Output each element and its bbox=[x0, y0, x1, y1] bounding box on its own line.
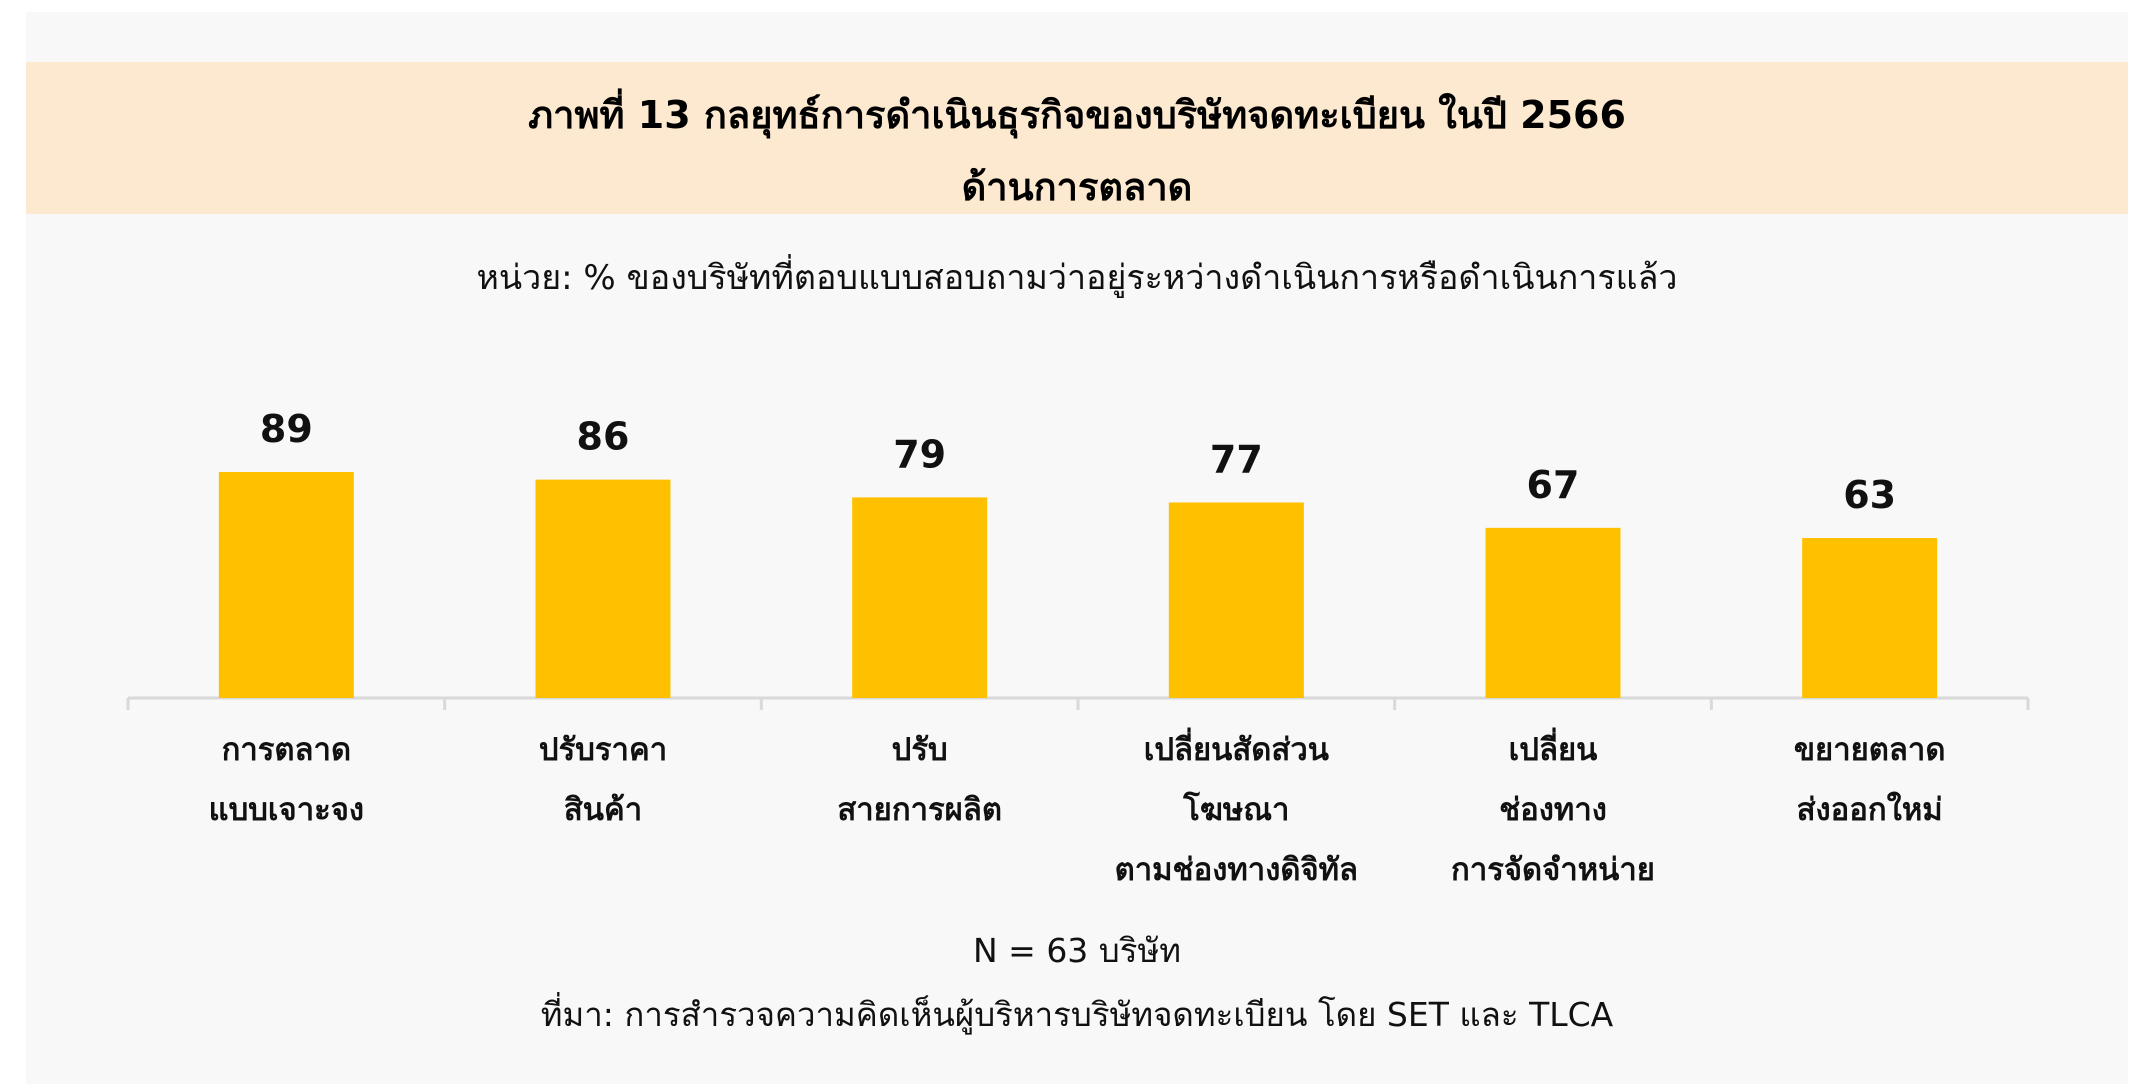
category-label: ช่องทาง bbox=[1499, 792, 1607, 828]
title-band: ภาพที่ 13 กลยุทธ์การดำเนินธุรกิจของบริษั… bbox=[26, 62, 2128, 214]
category-label: การตลาด bbox=[222, 732, 352, 768]
category-label: สายการผลิต bbox=[837, 792, 1002, 828]
category-label: ส่งออกใหม่ bbox=[1797, 791, 1943, 828]
bar-value-label: 67 bbox=[1527, 463, 1580, 507]
category-label: สินค้า bbox=[564, 792, 642, 828]
chart-subtitle: หน่วย: % ของบริษัทที่ตอบแบบสอบถามว่าอยู่… bbox=[476, 258, 1678, 298]
bar-value-label: 89 bbox=[260, 407, 313, 451]
bar-value-label: 77 bbox=[1210, 437, 1263, 481]
category-label: ปรับ bbox=[892, 732, 948, 768]
bar-value-label: 79 bbox=[893, 432, 946, 476]
chart-title-line-2: ด้านการตลาด bbox=[961, 165, 1193, 209]
bar bbox=[852, 497, 988, 698]
category-label: แบบเจาะจง bbox=[209, 792, 364, 828]
category-label: ขยายตลาด bbox=[1794, 732, 1946, 768]
category-label: เปลี่ยนสัดส่วน bbox=[1144, 727, 1329, 768]
category-label: ตามช่องทางดิจิทัล bbox=[1115, 852, 1358, 888]
bar-value-label: 86 bbox=[577, 415, 630, 459]
chart-panel: ภาพที่ 13 กลยุทธ์การดำเนินธุรกิจของบริษั… bbox=[26, 12, 2128, 1084]
bar bbox=[535, 479, 671, 698]
chart-title-line-1: ภาพที่ 13 กลยุทธ์การดำเนินธุรกิจของบริษั… bbox=[528, 93, 1626, 137]
bar bbox=[1168, 502, 1304, 698]
source-note: ที่มา: การสำรวจความคิดเห็นผู้บริหารบริษั… bbox=[540, 995, 1614, 1034]
bar bbox=[1802, 538, 1938, 698]
sample-size-note: N = 63 บริษัท bbox=[973, 931, 1181, 970]
bar bbox=[1485, 527, 1621, 698]
category-label: ปรับราคา bbox=[539, 732, 667, 768]
bar-value-label: 63 bbox=[1843, 473, 1896, 517]
category-label: โฆษณา bbox=[1182, 791, 1289, 828]
category-label: การจัดจำหน่าย bbox=[1451, 852, 1655, 888]
bar bbox=[218, 472, 354, 698]
category-label: เปลี่ยน bbox=[1509, 727, 1598, 768]
